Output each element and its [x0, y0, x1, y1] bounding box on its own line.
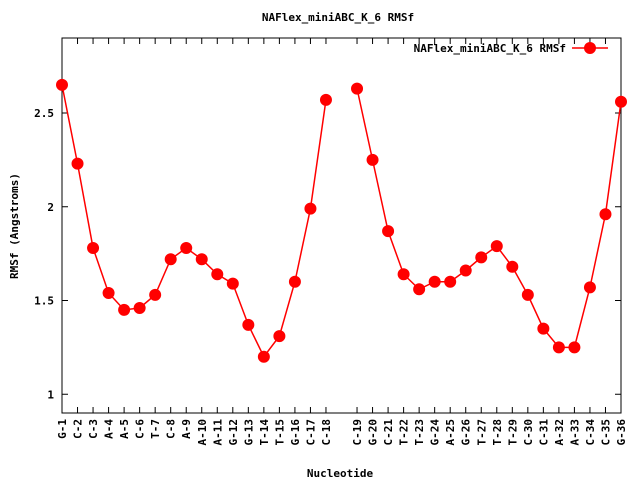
x-tick-label: A-32	[553, 419, 566, 446]
data-point	[304, 202, 317, 215]
data-point	[273, 330, 286, 343]
x-tick-label: A-4	[103, 419, 116, 439]
x-axis-label: Nucleotide	[307, 467, 374, 480]
data-point	[56, 78, 68, 91]
data-point	[583, 281, 596, 294]
data-point	[490, 240, 503, 253]
x-tick-label: T-27	[475, 419, 488, 446]
x-tick-label: T-28	[491, 419, 504, 446]
data-point	[71, 157, 84, 170]
x-tick-label: C-35	[599, 419, 612, 446]
data-point	[133, 302, 146, 314]
x-tick-label: G-20	[367, 419, 380, 446]
series-layer	[56, 78, 627, 363]
data-point	[211, 268, 224, 281]
x-tick-label: G-26	[460, 419, 473, 446]
legend-marker	[584, 42, 596, 54]
data-point	[288, 275, 301, 288]
series-line	[61, 84, 327, 359]
x-tick-label: G-36	[615, 419, 628, 446]
x-tick-label: T-15	[273, 419, 286, 446]
x-tick-label: G-13	[242, 419, 255, 446]
legend: NAFlex_miniABC_K_6 RMSf	[414, 42, 608, 55]
x-tick-label: T-29	[506, 419, 519, 446]
x-tick-label: C-18	[320, 419, 333, 446]
x-tick-label: T-7	[149, 419, 162, 439]
x-tick-label: C-21	[382, 419, 395, 446]
x-tick-label: C-31	[537, 419, 550, 446]
data-point	[475, 251, 488, 264]
data-point	[444, 275, 457, 288]
x-tick-label: A-9	[180, 419, 193, 439]
data-point	[118, 303, 131, 316]
data-point	[521, 288, 534, 301]
x-tick-label: C-3	[87, 419, 100, 439]
x-tick-label: A-11	[211, 419, 224, 446]
x-tick-label: C-17	[304, 419, 317, 446]
x-tick-label: A-33	[568, 419, 581, 446]
legend-label: NAFlex_miniABC_K_6 RMSf	[414, 42, 566, 55]
data-point	[413, 283, 426, 296]
data-point	[537, 322, 550, 335]
data-point	[87, 242, 100, 254]
x-tick-label: C-19	[351, 419, 364, 446]
data-point	[397, 268, 410, 281]
data-point	[459, 264, 472, 277]
data-point	[180, 242, 193, 254]
x-tick-label: G-24	[429, 419, 442, 446]
y-tick-label: 2	[47, 201, 54, 214]
plot-frame	[61, 37, 622, 414]
x-tick-label: A-10	[196, 419, 209, 446]
x-tick-label: G-1	[56, 419, 69, 439]
x-tick-label: C-6	[134, 419, 147, 439]
x-tick-label: T-23	[413, 419, 426, 446]
data-point	[599, 208, 612, 221]
series-line	[356, 88, 622, 349]
y-axis-label: RMSf (Angstroms)	[8, 173, 21, 279]
x-tick-label: C-30	[522, 419, 535, 446]
data-point	[568, 341, 581, 354]
x-tick-label: A-25	[444, 419, 457, 446]
x-tick-label: T-14	[258, 419, 271, 446]
data-point	[382, 225, 395, 238]
x-axis-ticks: G-1 C-2 C-3 A-4 A-5 C-6 T-7 C-8 A-9 A-10 A-11 G-12 G…	[56, 38, 628, 446]
x-tick-label: T-22	[398, 419, 411, 446]
data-point	[226, 277, 239, 290]
data-point	[366, 153, 379, 166]
data-point	[257, 350, 270, 363]
x-tick-label: G-12	[227, 419, 240, 446]
x-tick-label: A-5	[118, 419, 131, 439]
chart-title: NAFlex_miniABC_K_6 RMSf	[262, 11, 414, 24]
y-tick-label: 2.5	[34, 107, 54, 120]
data-point	[195, 253, 208, 266]
data-point	[552, 341, 565, 354]
data-point	[319, 93, 332, 106]
data-point	[102, 287, 115, 299]
x-tick-label: C-8	[165, 419, 178, 439]
x-tick-label: C-2	[72, 419, 85, 439]
y-tick-label: 1.5	[34, 295, 54, 308]
data-point	[506, 260, 519, 273]
data-point	[164, 253, 177, 266]
x-tick-label: C-34	[584, 419, 597, 446]
data-point	[428, 275, 441, 288]
data-point	[242, 318, 255, 331]
data-point	[615, 95, 627, 108]
data-point	[149, 288, 162, 301]
y-tick-label: 1	[47, 388, 54, 401]
x-tick-label: G-16	[289, 419, 302, 446]
y-axis-ticks: 1 1.5 2 2.5	[34, 107, 621, 401]
data-point	[351, 82, 364, 95]
